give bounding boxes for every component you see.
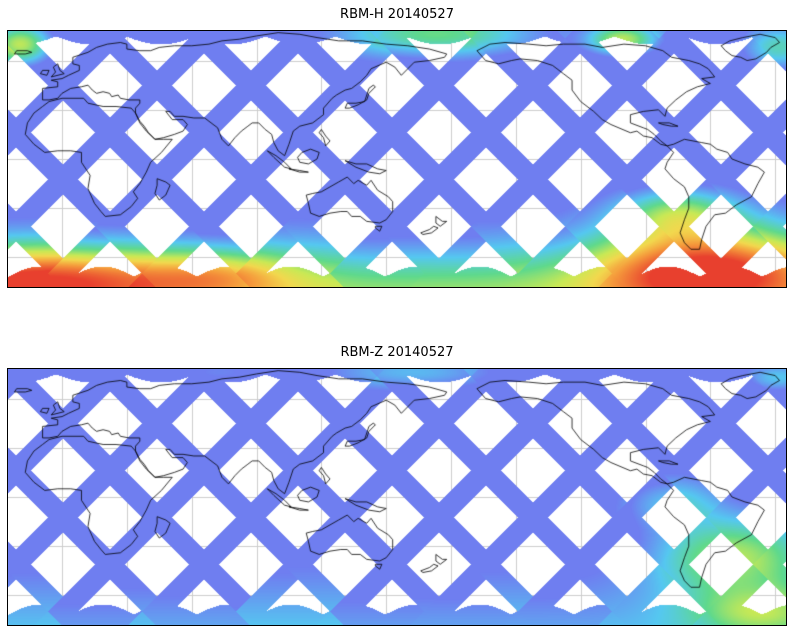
map-plot-rbm-h xyxy=(7,30,787,288)
map-plot-rbm-z xyxy=(7,368,787,626)
panel-rbm-h: RBM-H 20140527 xyxy=(7,6,787,288)
panel-title-rbm-z: RBM-Z 20140527 xyxy=(340,345,454,360)
map-canvas-rbm-z xyxy=(8,369,786,625)
panel-rbm-z: RBM-Z 20140527 xyxy=(7,344,787,626)
map-canvas-rbm-h xyxy=(8,31,786,287)
panel-title-rbm-h: RBM-H 20140527 xyxy=(340,7,454,22)
